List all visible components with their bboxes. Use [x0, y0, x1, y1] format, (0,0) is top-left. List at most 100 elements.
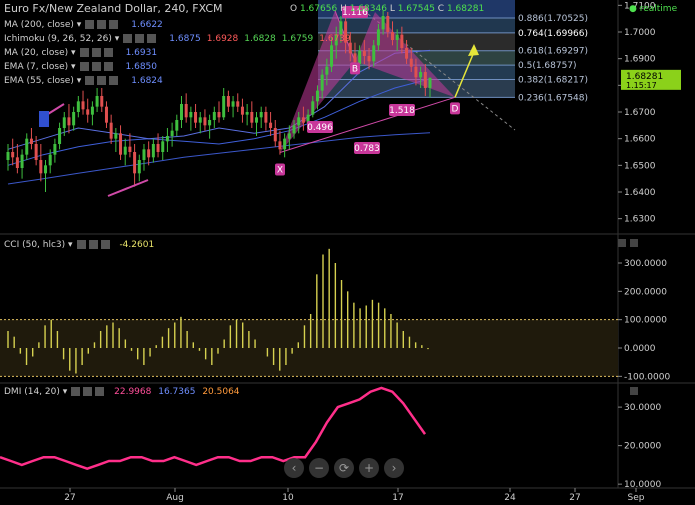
time-tick-label: 27: [64, 493, 75, 503]
candle-body: [72, 112, 76, 126]
pane-up-icon[interactable]: [630, 387, 638, 395]
cci-tick-label: 200.0000: [624, 287, 667, 297]
price-tick-label: 1.6500: [624, 161, 656, 171]
cci-tick-label: -100.0000: [624, 372, 670, 382]
candle-body: [353, 53, 357, 64]
point-x-label-bg: [275, 163, 285, 176]
candle-body: [208, 120, 212, 126]
candle-body: [315, 90, 319, 102]
ohlc-h-label: H: [340, 4, 347, 14]
indicator-value: 1.6824: [131, 76, 163, 86]
pane-up-icon[interactable]: [618, 239, 626, 247]
price-tick-label: 1.7000: [624, 28, 656, 38]
candle-body: [362, 50, 366, 56]
ohlc-high: 1.68346: [349, 4, 387, 14]
candle-body: [405, 48, 409, 59]
candle-body: [236, 101, 240, 107]
ohlc-close: 1.68281: [446, 4, 485, 14]
candle-body: [339, 21, 343, 35]
indicator-label[interactable]: EMA (7, close): [4, 62, 69, 72]
candle-body: [301, 117, 305, 123]
indicator-value: 1.6759: [281, 34, 314, 44]
cci-tick-label: 100.0000: [624, 316, 667, 326]
marker-box: [39, 111, 49, 127]
dmi-tick-label: 30.0000: [624, 403, 661, 413]
dmi-label[interactable]: DMI (14, 20): [4, 387, 60, 397]
candle-body: [20, 154, 24, 168]
candle-body: [259, 112, 263, 118]
cci-label[interactable]: CCI (50, hlc3): [4, 240, 66, 250]
candle-body: [306, 114, 310, 123]
scroll-left-button[interactable]: ‹: [284, 458, 304, 478]
candle-body: [222, 96, 226, 118]
candle-body: [409, 58, 413, 67]
cci-settings-buttons[interactable]: [76, 240, 113, 249]
candle-body: [264, 112, 268, 123]
price-tick-label: 1.6600: [624, 135, 656, 145]
candle-body: [53, 144, 57, 155]
indicator-settings-buttons[interactable]: [79, 62, 116, 71]
price-tick-label: 1.6400: [624, 188, 656, 198]
candle-body: [11, 152, 15, 158]
scroll-right-button[interactable]: ›: [384, 458, 404, 478]
candle-body: [283, 138, 287, 150]
candle-body: [15, 157, 19, 168]
zoom-out-button[interactable]: −: [309, 458, 329, 478]
fib-level-label: 0.764(1.69966): [518, 29, 588, 39]
candle-body: [147, 149, 151, 158]
indicator-settings-buttons[interactable]: [85, 76, 122, 85]
zoom-in-button[interactable]: +: [359, 458, 379, 478]
realtime-label: realtime: [639, 4, 678, 14]
dmi-legend: DMI (14, 20) ▾ 22.9968 16.7365 20.5064: [4, 387, 240, 397]
candle-body: [6, 152, 10, 160]
price-tick-label: 1.7100: [624, 1, 656, 11]
pane-down-icon[interactable]: [630, 239, 638, 247]
ma200-line: [7, 132, 431, 185]
candle-body: [231, 101, 235, 107]
dmi-adx-line: [0, 386, 427, 471]
candle-body: [58, 128, 62, 144]
ohlc-o-label: O: [290, 4, 298, 14]
candle-body: [48, 154, 52, 166]
indicator-label[interactable]: EMA (55, close): [4, 76, 74, 86]
candle-body: [67, 117, 71, 126]
indicator-legend-row: Ichimoku (9, 26, 52, 26) ▾ 1.6875 1.6928 1.…: [4, 34, 351, 44]
fib-zone: [318, 18, 515, 33]
candle-body: [133, 152, 137, 174]
indicator-label[interactable]: MA (200, close): [4, 20, 74, 30]
candle-body: [423, 72, 427, 88]
point-b-label: B: [352, 64, 358, 74]
candle-body: [128, 146, 132, 152]
indicator-legend-row: MA (200, close) ▾ 1.6622: [4, 20, 163, 30]
indicator-label[interactable]: Ichimoku (9, 26, 52, 26): [4, 34, 112, 44]
ohlc-c-label: C: [437, 4, 445, 14]
candle-body: [217, 112, 221, 118]
chart-title: Euro Fx/New Zealand Dollar, 240, FXCM: [4, 2, 223, 15]
candle-body: [372, 45, 376, 62]
candle-body: [390, 32, 394, 40]
candle-body: [358, 50, 362, 64]
time-tick-label: 10: [282, 493, 294, 503]
time-tick-label: Sep: [628, 493, 645, 503]
indicator-settings-buttons[interactable]: [79, 48, 116, 57]
indicator-settings-buttons[interactable]: [85, 20, 122, 29]
fib-level-label: 0.618(1.69297): [518, 47, 588, 57]
candle-body: [95, 96, 99, 107]
indicator-settings-buttons[interactable]: [123, 34, 160, 43]
candle-body: [292, 125, 296, 134]
dmi-settings-buttons[interactable]: [71, 387, 108, 396]
point-d-label-bg: [450, 102, 460, 115]
candle-body: [156, 144, 160, 152]
arrow-line: [47, 103, 65, 115]
indicator-label[interactable]: MA (20, close): [4, 48, 69, 58]
ratio-label-bg: [354, 142, 380, 154]
candle-body: [76, 101, 80, 112]
dmi-adx-value: 22.9968: [114, 387, 152, 397]
last-price-label: 1.68281: [626, 72, 663, 82]
ohlc-open: 1.67656: [299, 4, 338, 14]
cci-band: [0, 319, 618, 377]
reset-button[interactable]: ⟳: [334, 458, 354, 478]
indicator-legend-row: MA (20, close) ▾ 1.6931: [4, 48, 158, 58]
zoom-controls: ‹ − ⟳ + ›: [284, 458, 404, 478]
